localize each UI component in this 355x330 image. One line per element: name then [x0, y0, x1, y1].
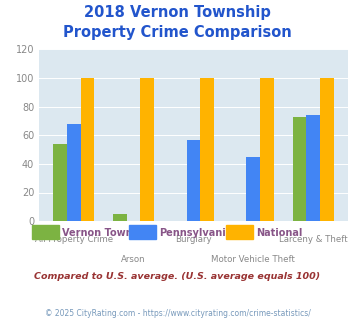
Bar: [246, 157, 260, 221]
Bar: [81, 78, 94, 221]
Text: Motor Vehicle Theft: Motor Vehicle Theft: [212, 255, 295, 264]
Bar: [260, 78, 274, 221]
Text: © 2025 CityRating.com - https://www.cityrating.com/crime-statistics/: © 2025 CityRating.com - https://www.city…: [45, 309, 310, 317]
Bar: [187, 140, 200, 221]
Text: Burglary: Burglary: [175, 235, 212, 244]
Bar: [53, 144, 67, 221]
Text: Arson: Arson: [121, 255, 146, 264]
Text: Compared to U.S. average. (U.S. average equals 100): Compared to U.S. average. (U.S. average …: [34, 272, 321, 281]
Bar: [141, 78, 154, 221]
Text: Vernon Township: Vernon Township: [62, 228, 156, 238]
Text: Larceny & Theft: Larceny & Theft: [279, 235, 348, 244]
Bar: [200, 78, 214, 221]
Text: Pennsylvania: Pennsylvania: [159, 228, 233, 238]
Bar: [293, 117, 306, 221]
Text: All Property Crime: All Property Crime: [35, 235, 113, 244]
Text: National: National: [256, 228, 302, 238]
Bar: [320, 78, 334, 221]
Bar: [113, 214, 127, 221]
Bar: [306, 115, 320, 221]
Bar: [67, 124, 81, 221]
Text: Property Crime Comparison: Property Crime Comparison: [63, 25, 292, 40]
Text: 2018 Vernon Township: 2018 Vernon Township: [84, 5, 271, 20]
